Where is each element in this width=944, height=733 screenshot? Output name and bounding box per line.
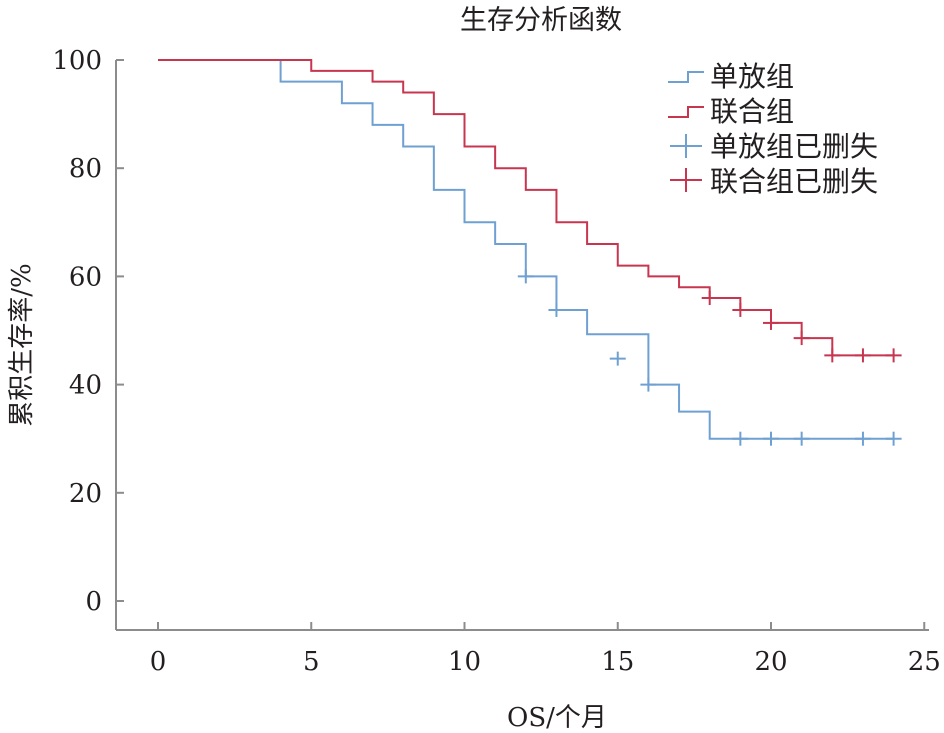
censored-mark-single xyxy=(732,431,749,446)
censored-mark-combined xyxy=(732,302,749,317)
y-tick-label: 40 xyxy=(69,371,102,401)
censored-mark-combined xyxy=(701,291,718,306)
x-tick-label: 10 xyxy=(448,647,481,677)
legend-label-combined: 联合组 xyxy=(710,95,794,128)
legend-label-combined-censored: 联合组已删失 xyxy=(710,165,878,198)
censored-mark-combined xyxy=(824,348,841,363)
x-tick-label: 0 xyxy=(150,647,167,677)
x-tick-label: 25 xyxy=(908,647,941,677)
series-layer xyxy=(158,59,902,446)
legend-marker-single xyxy=(668,71,704,83)
censored-mark-combined xyxy=(763,315,779,330)
censored-mark-combined xyxy=(793,331,810,346)
y-tick-label: 60 xyxy=(69,262,102,292)
x-axis-title: OS/个月 xyxy=(507,703,607,733)
censored-mark-single xyxy=(609,351,626,366)
y-tick-label: 100 xyxy=(52,46,102,76)
x-ticks: 0 5 10 15 20 25 xyxy=(150,622,941,677)
censored-mark-single xyxy=(854,431,871,446)
y-axis-title: 累积生存率/% xyxy=(7,263,37,426)
series-line-single xyxy=(158,59,894,440)
y-tick-label: 80 xyxy=(69,154,102,184)
censored-mark-combined xyxy=(854,348,871,363)
x-tick-label: 15 xyxy=(601,647,634,677)
legend-marker-single-censored xyxy=(670,134,702,158)
censored-mark-combined xyxy=(885,348,902,363)
censored-mark-single xyxy=(548,302,565,317)
legend-label-single: 单放组 xyxy=(710,60,794,93)
censored-mark-single xyxy=(517,269,534,284)
censored-mark-single xyxy=(640,377,657,392)
x-tick-label: 5 xyxy=(303,647,320,677)
legend: 单放组 联合组 单放组已删失 联合组已删失 xyxy=(668,60,878,198)
legend-label-single-censored: 单放组已删失 xyxy=(710,130,878,163)
censored-mark-single xyxy=(793,431,810,446)
legend-marker-combined-censored xyxy=(670,168,702,192)
x-tick-label: 20 xyxy=(754,647,787,677)
censored-mark-single xyxy=(763,431,779,446)
chart-title: 生存分析函数 xyxy=(460,5,622,36)
y-tick-label: 20 xyxy=(69,479,102,509)
legend-marker-combined xyxy=(668,106,704,118)
y-ticks: 0 20 40 60 80 100 xyxy=(52,46,124,617)
series-line-combined xyxy=(158,59,894,357)
y-tick-label: 0 xyxy=(85,587,102,617)
censored-mark-single xyxy=(885,431,902,446)
